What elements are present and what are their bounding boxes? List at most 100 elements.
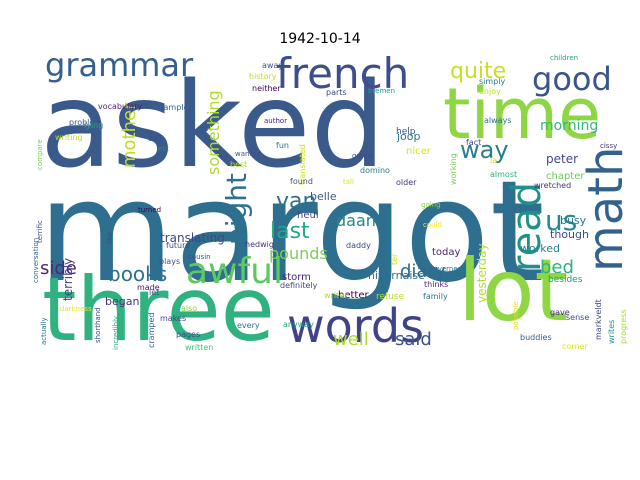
word-cissy: cissy [600,142,617,150]
word-refuse: refuse [376,292,405,302]
word-etc: etc [158,145,169,153]
word-domino: domino [360,166,390,175]
word-morning: morning [540,118,598,134]
word-words: words [287,299,424,353]
word-anyway: anyway [283,320,314,329]
word-time: time [443,73,601,155]
word-storm: storm [282,272,311,283]
word-bed: bed [540,257,574,278]
word-grammar: grammar [45,46,194,84]
word-bremen: bremen [368,87,395,95]
word-fun: fun [276,141,289,150]
word-began: began [105,295,139,308]
word-good: good [532,60,612,98]
word-better: better [338,290,369,301]
word-help: help [396,127,416,137]
word-though: though [550,228,589,241]
word-daan: daan [336,211,376,230]
word-away: away [262,61,283,70]
word-belle: belle [310,190,337,203]
word-chapter: chapter [546,171,585,182]
word-possible: possible [512,301,520,330]
word-terribly: terribly [61,258,75,301]
word-author: author [264,117,287,125]
word-pages: pages [176,330,200,339]
word-cousin: cousin [188,253,211,261]
word-shorthand: shorthand [94,307,102,343]
word-also: also [181,304,197,313]
word-family: family [423,292,448,301]
word-example: example [154,103,189,112]
word-tall: tall [343,178,354,186]
word-wanted: wanted [235,150,261,158]
word-simply: simply [479,77,505,86]
word-us: us [545,204,577,237]
word-actually: actually [40,317,48,345]
word-written: written [185,343,213,352]
word-green: green [352,152,372,160]
word-future: future [166,241,190,250]
word-corner: corner [562,342,588,351]
word-three: three [42,258,275,361]
word-busy: busy [560,214,587,227]
word-could: could [423,221,442,229]
word-nicer: nicer [406,146,432,157]
word-writing: writing [55,133,83,142]
word-markveldt: markveldt [594,299,603,340]
word-last: last [270,219,310,244]
word-always: always [484,116,511,125]
word-turned: turned [138,206,161,214]
word-hedwig: hedwig [245,240,274,249]
word-read: read [504,182,550,272]
word-something: something [204,90,223,175]
word-joop: joop [396,130,421,143]
word-peter: peter [546,152,578,166]
word-quite: quite [450,59,506,84]
word-math: math [578,147,634,272]
word-besides: besides [548,275,583,285]
word-awful: awful [186,251,283,292]
word-children: children [550,54,578,62]
word-way: way [460,136,509,164]
word-thinks: thinks [424,280,448,289]
word-going: going [421,201,441,209]
word-said: said [395,329,432,350]
word-let: let [149,288,159,297]
word-working: working [449,153,458,185]
word-buddies: buddies [520,333,552,342]
word-french: french [276,49,409,98]
word-lot: lot [458,241,568,341]
word-wretched: wretched [534,181,571,190]
word-daddy: daddy [346,241,371,250]
word-enjoy: enjoy [479,87,501,96]
word-ter: ter [390,253,399,265]
word-fact: fact [466,138,481,147]
word-pounds: pounds [269,244,328,263]
word-asked: asked [40,56,385,194]
word-darkness: darkness [60,305,92,313]
word-best: best [230,160,247,169]
word-writer: writer [324,291,348,300]
word-governess: governess [429,265,465,273]
word-day: day [148,134,163,143]
word-compare: compare [36,139,44,170]
word-night: night [220,173,253,245]
word-nivernaise: nivernaise [368,269,425,282]
word-neither: neither [252,84,281,93]
word-parts: parts [326,88,347,97]
word-van: van [276,189,316,214]
word-heul: heul [297,210,319,221]
word-margot: margot [38,151,545,314]
word-makes: makes [160,314,186,323]
word-like: like [106,232,114,244]
word-incredibly: incredibly [112,316,120,350]
word-cramped: cramped [147,313,156,348]
word-problem: problem [69,118,102,127]
word-definitely: definitely [280,281,318,290]
word-conversation: conversation [32,238,40,283]
word-la: la [490,156,497,165]
word-worked: worked [520,242,560,255]
word-mother: mother [119,102,140,168]
word-today: today [432,247,461,258]
